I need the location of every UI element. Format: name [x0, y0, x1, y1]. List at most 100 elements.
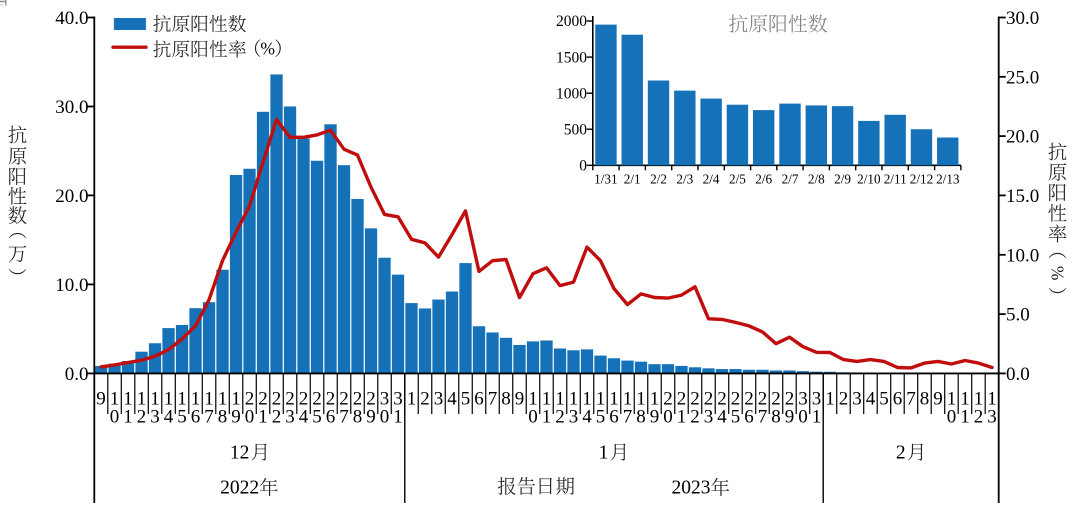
svg-text:1: 1 [582, 389, 592, 410]
svg-text:1: 1 [123, 389, 133, 410]
svg-text:2/1: 2/1 [624, 172, 641, 187]
svg-text:9: 9 [96, 389, 106, 410]
svg-text:8: 8 [353, 407, 363, 428]
svg-text:4: 4 [164, 407, 174, 428]
svg-text:2: 2 [285, 389, 295, 410]
svg-text:40.0: 40.0 [55, 8, 88, 29]
svg-text:2/9: 2/9 [834, 172, 851, 187]
svg-text:0.0: 0.0 [1006, 364, 1030, 385]
svg-text:5.0: 5.0 [1006, 305, 1030, 326]
svg-text:8: 8 [501, 389, 511, 410]
svg-text:25.0: 25.0 [1006, 67, 1039, 88]
svg-text:2000: 2000 [556, 13, 587, 30]
svg-text:4: 4 [866, 389, 876, 410]
svg-text:10.0: 10.0 [1006, 245, 1039, 266]
svg-text:1: 1 [960, 407, 970, 428]
svg-text:3: 3 [704, 407, 714, 428]
svg-text:1: 1 [528, 389, 538, 410]
svg-text:4: 4 [717, 407, 727, 428]
svg-text:1: 1 [137, 389, 147, 410]
svg-text:10.0: 10.0 [55, 275, 88, 296]
svg-text:30.0: 30.0 [55, 97, 88, 118]
svg-text:20.0: 20.0 [55, 186, 88, 207]
svg-text:2/13: 2/13 [936, 172, 960, 187]
svg-text:7: 7 [906, 389, 916, 410]
svg-text:2: 2 [245, 389, 255, 410]
svg-text:2: 2 [717, 389, 727, 410]
svg-text:2: 2 [839, 389, 849, 410]
svg-text:3: 3 [812, 389, 822, 410]
svg-text:0: 0 [663, 407, 673, 428]
svg-text:3: 3 [852, 389, 862, 410]
svg-text:2: 2 [299, 389, 309, 410]
svg-text:2/8: 2/8 [808, 172, 825, 187]
svg-text:2: 2 [555, 407, 565, 428]
svg-text:2: 2 [690, 407, 700, 428]
svg-text:2/4: 2/4 [703, 172, 720, 187]
svg-text:1: 1 [150, 389, 160, 410]
svg-text:0: 0 [380, 407, 390, 428]
svg-text:3: 3 [380, 389, 390, 410]
svg-text:1: 1 [812, 407, 822, 428]
svg-text:20.0: 20.0 [1006, 127, 1039, 148]
svg-text:2023: 2023 [672, 478, 711, 499]
svg-text:2: 2 [731, 389, 741, 410]
svg-text:1: 1 [542, 389, 552, 410]
svg-text:0: 0 [245, 407, 255, 428]
svg-text:1: 1 [650, 389, 660, 410]
svg-text:5: 5 [879, 389, 889, 410]
svg-text:2: 2 [974, 407, 984, 428]
svg-text:1: 1 [258, 407, 268, 428]
svg-text:2: 2 [704, 389, 714, 410]
svg-text:1/31: 1/31 [594, 172, 617, 187]
svg-text:1: 1 [596, 389, 606, 410]
svg-text:9: 9 [785, 407, 795, 428]
svg-text:1: 1 [623, 389, 633, 410]
svg-text:0: 0 [579, 158, 587, 175]
svg-text:1: 1 [987, 389, 997, 410]
svg-text:4: 4 [582, 407, 592, 428]
svg-text:3: 3 [798, 389, 808, 410]
svg-text:1000: 1000 [556, 85, 587, 102]
svg-text:6: 6 [474, 389, 484, 410]
svg-text:8: 8 [636, 407, 646, 428]
svg-text:6: 6 [191, 407, 201, 428]
svg-text:9: 9 [515, 389, 525, 410]
svg-text:2/2: 2/2 [650, 172, 667, 187]
svg-text:1: 1 [110, 389, 120, 410]
svg-text:2: 2 [272, 407, 282, 428]
svg-text:30.0: 30.0 [1006, 8, 1039, 29]
svg-text:5: 5 [177, 407, 187, 428]
svg-text:3: 3 [434, 389, 444, 410]
svg-text:2: 2 [420, 389, 430, 410]
svg-text:7: 7 [204, 407, 214, 428]
svg-text:2: 2 [690, 389, 700, 410]
svg-text:9: 9 [933, 389, 943, 410]
svg-text:1: 1 [636, 389, 646, 410]
svg-text:3: 3 [569, 407, 579, 428]
svg-text:2: 2 [137, 407, 147, 428]
svg-text:2: 2 [272, 389, 282, 410]
svg-text:8: 8 [771, 407, 781, 428]
svg-text:3: 3 [393, 389, 403, 410]
svg-text:6: 6 [609, 407, 619, 428]
svg-text:0: 0 [947, 407, 957, 428]
svg-text:0: 0 [110, 407, 120, 428]
svg-text:2: 2 [663, 389, 673, 410]
svg-text:1: 1 [177, 389, 187, 410]
svg-text:1: 1 [164, 389, 174, 410]
svg-text:0: 0 [798, 407, 808, 428]
svg-text:3: 3 [150, 407, 160, 428]
svg-text:7: 7 [623, 407, 633, 428]
svg-text:2: 2 [326, 389, 336, 410]
svg-text:1: 1 [231, 389, 241, 410]
svg-text:1: 1 [569, 389, 579, 410]
svg-text:2/7: 2/7 [782, 172, 799, 187]
svg-text:%: % [1048, 266, 1068, 281]
svg-text:1: 1 [825, 389, 835, 410]
svg-text:1: 1 [123, 407, 133, 428]
svg-text:8: 8 [218, 407, 228, 428]
svg-text:1: 1 [191, 389, 201, 410]
svg-text:2: 2 [771, 389, 781, 410]
svg-text:5: 5 [312, 407, 322, 428]
